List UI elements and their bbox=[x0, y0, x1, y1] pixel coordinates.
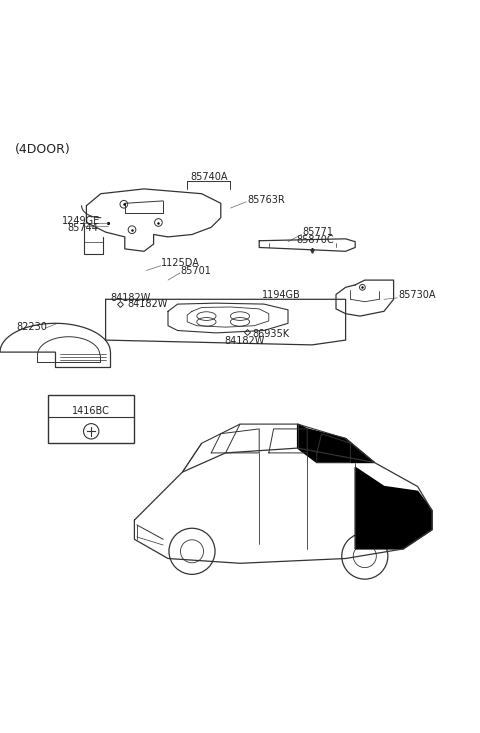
Text: 1125DA: 1125DA bbox=[161, 258, 200, 268]
Bar bbox=[48, 395, 134, 443]
Text: 86935K: 86935K bbox=[252, 329, 289, 339]
Text: 85701: 85701 bbox=[180, 265, 211, 276]
Polygon shape bbox=[298, 424, 374, 463]
Text: 85870C: 85870C bbox=[297, 235, 334, 245]
Text: (4DOOR): (4DOOR) bbox=[14, 143, 70, 156]
Text: 85730A: 85730A bbox=[398, 290, 436, 301]
Text: 85740A: 85740A bbox=[190, 172, 228, 182]
Text: 1249GE: 1249GE bbox=[62, 216, 101, 226]
Polygon shape bbox=[355, 468, 432, 549]
Text: 85744: 85744 bbox=[67, 224, 98, 233]
Text: 1416BC: 1416BC bbox=[72, 406, 110, 416]
Text: 84182W: 84182W bbox=[225, 336, 265, 346]
Text: 1194GB: 1194GB bbox=[262, 290, 300, 301]
Text: 84182W: 84182W bbox=[127, 299, 168, 309]
Text: 85771: 85771 bbox=[302, 227, 334, 237]
Text: 82230: 82230 bbox=[17, 322, 48, 332]
Text: 85763R: 85763R bbox=[247, 195, 285, 205]
Text: 84182W: 84182W bbox=[110, 293, 151, 303]
